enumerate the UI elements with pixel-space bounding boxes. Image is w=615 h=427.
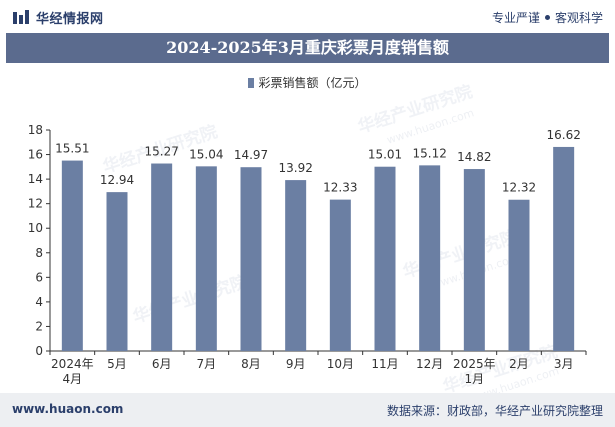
tagline-left: 专业严谨 <box>491 11 540 25</box>
bar <box>329 199 351 351</box>
bar <box>195 166 217 351</box>
data-label: 15.51 <box>55 142 89 156</box>
y-tick-label: 12 <box>28 197 43 211</box>
bar <box>463 169 485 351</box>
data-label: 13.92 <box>278 161 312 175</box>
bar <box>61 160 83 351</box>
x-tick-label: 4月 <box>63 372 83 386</box>
footer-url[interactable]: www.huaon.com <box>12 402 124 416</box>
y-tick-label: 4 <box>35 295 43 309</box>
data-label: 14.97 <box>234 148 268 162</box>
x-tick-label: 2月 <box>509 357 529 371</box>
data-label: 15.12 <box>412 146 446 160</box>
data-label: 15.27 <box>144 145 178 159</box>
y-tick-label: 14 <box>28 172 43 186</box>
bar <box>374 166 396 351</box>
x-tick-label: 5月 <box>107 357 127 371</box>
data-label: 15.04 <box>189 147 223 161</box>
brand-name: 华经情报网 <box>36 12 104 27</box>
bullet-icon <box>544 15 550 20</box>
bar <box>106 192 128 351</box>
footer: www.huaon.com 数据来源：财政部，华经产业研究院整理 <box>0 393 615 427</box>
top-bar: 华经情报网 专业严谨 客观科学 <box>0 0 615 32</box>
legend-label: 彩票销售额（亿元） <box>258 76 367 90</box>
x-tick-label: 8月 <box>241 357 261 371</box>
data-label: 14.82 <box>457 150 491 164</box>
y-tick-label: 0 <box>35 344 43 358</box>
x-tick-label: 12月 <box>416 357 443 371</box>
brand[interactable]: 华经情报网 <box>12 8 104 27</box>
bar <box>419 165 441 351</box>
x-tick-label: 1月 <box>465 372 485 386</box>
y-tick-label: 6 <box>35 270 43 284</box>
x-tick-label: 10月 <box>327 357 354 371</box>
tagline: 专业严谨 客观科学 <box>492 9 603 26</box>
title-bar: 2024-2025年3月重庆彩票月度销售额 <box>6 33 609 63</box>
bar <box>285 180 307 351</box>
legend-swatch <box>248 78 255 88</box>
data-label: 12.33 <box>323 181 357 195</box>
bar <box>151 163 173 351</box>
y-tick-label: 16 <box>28 148 43 162</box>
bar <box>553 146 575 351</box>
y-tick-label: 10 <box>28 221 43 235</box>
bar <box>240 167 262 351</box>
tagline-right: 客观科学 <box>554 11 603 25</box>
data-label: 16.62 <box>546 128 580 142</box>
bar <box>508 199 530 351</box>
logo-icon <box>13 9 29 24</box>
y-tick-label: 18 <box>28 123 43 137</box>
chart-title: 2024-2025年3月重庆彩票月度销售额 <box>166 38 449 57</box>
y-tick-label: 8 <box>35 246 43 260</box>
x-tick-label: 9月 <box>286 357 306 371</box>
data-label: 15.01 <box>368 148 402 162</box>
x-tick-label: 11月 <box>371 357 398 371</box>
chart-legend: 彩票销售额（亿元） <box>0 74 615 91</box>
x-tick-label: 7月 <box>197 357 217 371</box>
data-source: 数据来源：财政部，华经产业研究院整理 <box>386 404 603 418</box>
x-tick-label: 3月 <box>554 357 574 371</box>
x-tick-label: 6月 <box>152 357 172 371</box>
x-tick-label: 2025年 <box>453 357 496 371</box>
data-label: 12.32 <box>502 181 536 195</box>
y-tick-label: 2 <box>35 319 43 333</box>
data-label: 12.94 <box>100 173 134 187</box>
x-tick-label: 2024年 <box>51 357 94 371</box>
